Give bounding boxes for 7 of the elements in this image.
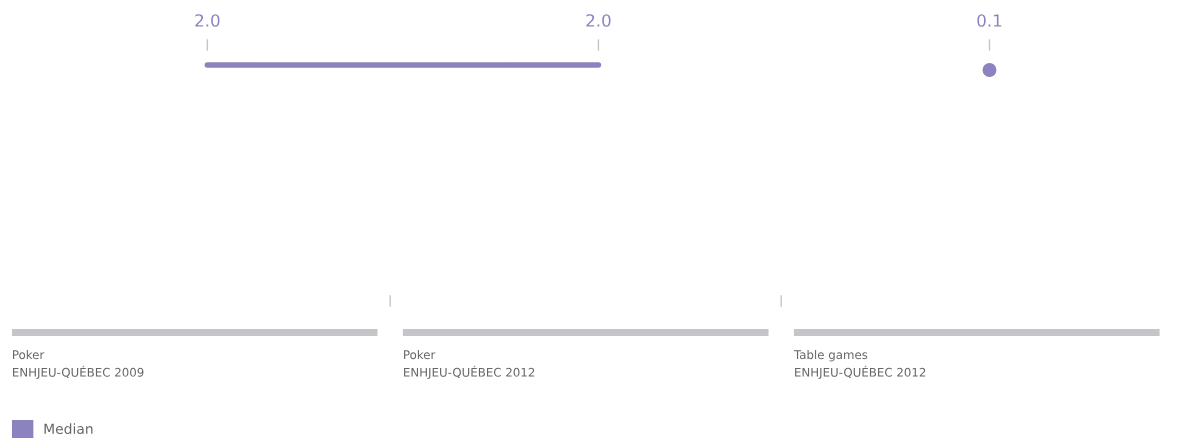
data-label: 2.0 — [586, 14, 611, 27]
data-label: 0.1 — [977, 14, 1002, 27]
category-label: Table games ENHJEU-QUÉBEC 2012 — [793, 350, 926, 379]
data-label: 2.0 — [195, 14, 220, 27]
category-label: Poker ENHJEU-QUÉBEC 2009 — [13, 350, 144, 379]
legend-label: Median — [44, 423, 93, 435]
category-label: Poker ENHJEU-QUÉBEC 2012 — [404, 350, 535, 379]
